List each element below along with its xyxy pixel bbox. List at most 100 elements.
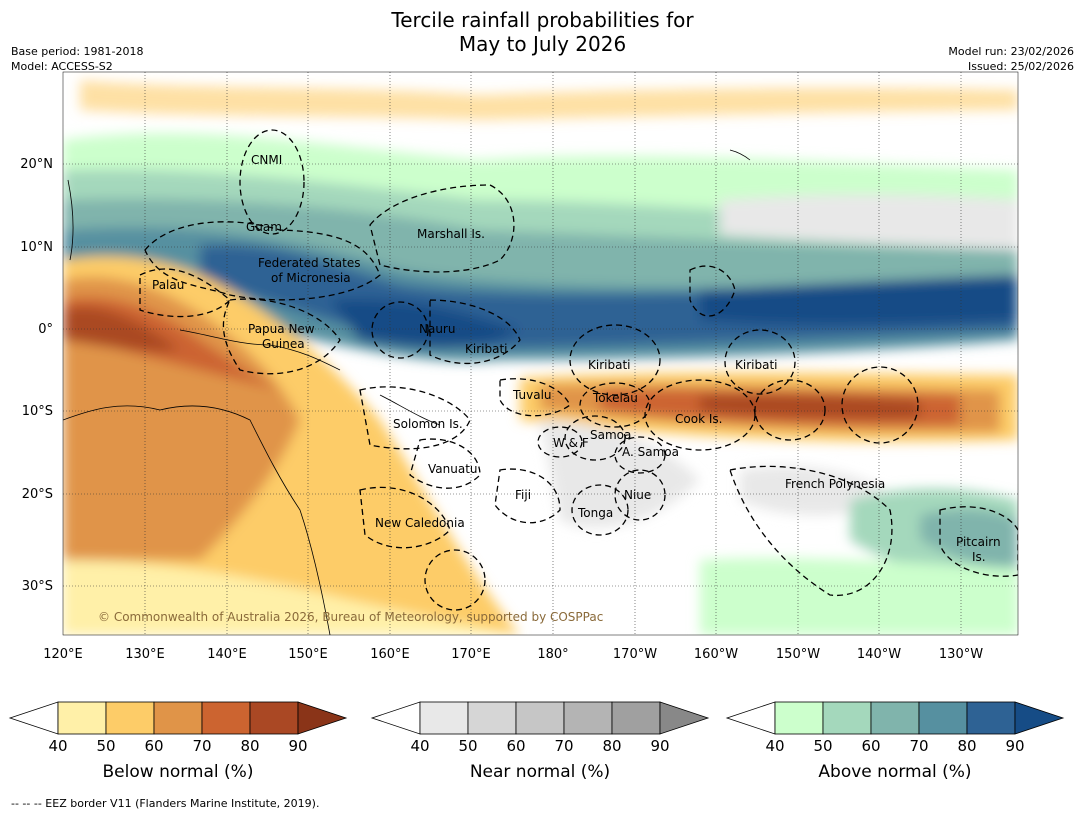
colorbar-segment <box>515 701 565 735</box>
lon-tick-label: 160°W <box>694 647 738 662</box>
lat-tick-label: 10°S <box>22 404 53 419</box>
region-label-kiribati-west: Kiribati <box>465 342 507 356</box>
lat-tick-label: 0° <box>38 322 53 337</box>
colorbar-tick-label: 90 <box>1005 737 1024 755</box>
colorbar-tick-label: 80 <box>957 737 976 755</box>
model-name: Model: ACCESS-S2 <box>11 60 113 73</box>
region-label-palau: Palau <box>152 278 184 292</box>
base-period: Base period: 1981-2018 <box>11 45 144 58</box>
region-label-fsm-1: Federated States <box>258 256 360 270</box>
colorbar-high-extension <box>297 701 348 735</box>
region-label-nauru: Nauru <box>419 322 455 336</box>
colorbar-segment <box>249 701 299 735</box>
title-line-2: May to July 2026 <box>458 32 627 56</box>
colorbar-segment <box>966 701 1016 735</box>
colorbar-segment <box>611 701 661 735</box>
colorbar-low-extension <box>725 701 776 735</box>
lon-tick-label: 150°E <box>288 647 328 662</box>
region-label-american-samoa: A. Samoa <box>622 445 679 459</box>
colorbar-segment <box>822 701 872 735</box>
colorbar-high-extension <box>659 701 710 735</box>
region-label-new-caledonia: New Caledonia <box>375 516 465 530</box>
forecast-map-figure: © Commonwealth of Australia 2026, Bureau… <box>8 71 1065 782</box>
lon-tick-label: 140°W <box>857 647 901 662</box>
lat-tick-label: 20°S <box>22 487 53 502</box>
region-label-guam: Guam <box>246 220 282 234</box>
lon-tick-label: 170°W <box>613 647 657 662</box>
colorbar-segment <box>918 701 968 735</box>
region-label-png-1: Papua New <box>248 322 315 336</box>
colorbar-segment <box>563 701 613 735</box>
region-labels: CNMI Guam Marshall Is. Federated States … <box>152 153 1001 564</box>
colorbar-tick-label: 70 <box>192 737 211 755</box>
latitude-labels: 20°N 10°N 0° 10°S 20°S 30°S <box>20 157 53 594</box>
colorbar-tick-label: 80 <box>240 737 259 755</box>
run-info: Model run: 23/02/2026 Issued: 25/02/2026 <box>948 44 1074 74</box>
eez-borders <box>139 129 1018 611</box>
colorbar-tick-label: 50 <box>813 737 832 755</box>
colorbar-tick-label: 60 <box>861 737 880 755</box>
colorbar-tick-label: 40 <box>765 737 784 755</box>
colorbar-segment <box>870 701 920 735</box>
colorbar-tick-label: 40 <box>410 737 429 755</box>
colorbar-legends: 40 50 60 70 80 90 Below normal (%) 40 50 60 70 80 90… <box>8 701 1065 782</box>
colorbar-title: Near normal (%) <box>470 762 610 782</box>
copyright-notice: © Commonwealth of Australia 2026, Bureau… <box>98 610 603 624</box>
lon-tick-label: 150°W <box>776 647 820 662</box>
colorbar-segment <box>201 701 251 735</box>
colorbar-tick-label: 60 <box>506 737 525 755</box>
colorbar-tick-label: 50 <box>96 737 115 755</box>
colorbar-tick-label: 70 <box>909 737 928 755</box>
colorbar-tick-label: 60 <box>144 737 163 755</box>
region-label-png-2: Guinea <box>262 337 305 351</box>
region-label-pitcairn-1: Pitcairn <box>956 535 1001 549</box>
colorbar-near: 40 50 60 70 80 90 Near normal (%) <box>370 701 710 782</box>
lon-tick-label: 160°E <box>370 647 410 662</box>
region-label-tokelau: Tokelau <box>592 391 638 405</box>
colorbar-low-extension <box>370 701 421 735</box>
colorbar-tick-label: 90 <box>650 737 669 755</box>
eez-footnote: -- -- -- EEZ border V11 (Flanders Marine… <box>11 797 320 810</box>
lon-tick-label: 130°E <box>125 647 165 662</box>
lat-tick-label: 20°N <box>20 157 53 172</box>
region-label-wallis-futuna: W & F <box>553 436 589 450</box>
title-line-1: Tercile rainfall probabilities for <box>391 8 694 32</box>
colorbar-segment <box>774 701 824 735</box>
colorbar-tick-label: 80 <box>602 737 621 755</box>
colorbar-segment <box>419 701 469 735</box>
region-label-kiribati-east: Kiribati <box>735 358 777 372</box>
region-label-cook: Cook Is. <box>675 412 722 426</box>
region-label-tonga: Tonga <box>577 506 613 520</box>
colorbar-segment <box>57 701 107 735</box>
colorbar-segment <box>467 701 517 735</box>
lon-tick-label: 170°E <box>451 647 491 662</box>
region-label-samoa: Samoa <box>590 428 631 442</box>
model-info: Base period: 1981-2018 Model: ACCESS-S2 <box>11 44 143 74</box>
longitude-labels: 120°E 130°E 140°E 150°E 160°E 170°E 180°… <box>43 647 983 662</box>
region-label-solomon: Solomon Is. <box>393 417 463 431</box>
region-label-vanuatu: Vanuatu <box>428 462 478 476</box>
lon-tick-label: 130°W <box>939 647 983 662</box>
colorbar-tick-label: 90 <box>288 737 307 755</box>
colorbar-title: Above normal (%) <box>818 762 971 782</box>
region-label-niue: Niue <box>624 488 651 502</box>
coastlines <box>63 149 751 635</box>
colorbar-tick-label: 70 <box>554 737 573 755</box>
region-label-cnmi: CNMI <box>251 153 282 167</box>
colorbar-title: Below normal (%) <box>103 762 254 782</box>
colorbar-high-extension <box>1014 701 1065 735</box>
model-run: Model run: 23/02/2026 <box>948 45 1074 58</box>
region-label-french-polynesia: French Polynesia <box>785 477 885 491</box>
lat-tick-label: 10°N <box>20 240 53 255</box>
colorbar-segment <box>153 701 203 735</box>
lon-tick-label: 140°E <box>207 647 247 662</box>
region-label-tuvalu: Tuvalu <box>512 388 552 402</box>
colorbar-above: 40 50 60 70 80 90 Above normal (%) <box>725 701 1065 782</box>
lon-tick-label: 180° <box>537 647 568 662</box>
colorbar-below: 40 50 60 70 80 90 Below normal (%) <box>8 701 348 782</box>
region-label-marshall: Marshall Is. <box>417 227 485 241</box>
colorbar-tick-label: 40 <box>48 737 67 755</box>
colorbar-tick-label: 50 <box>458 737 477 755</box>
region-label-kiribati-central: Kiribati <box>588 358 630 372</box>
lat-tick-label: 30°S <box>22 579 53 594</box>
